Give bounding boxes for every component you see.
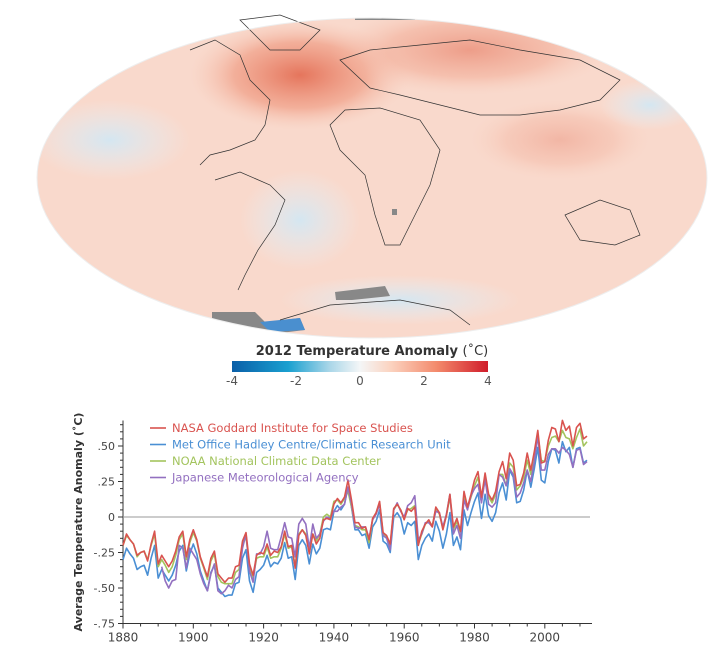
- x-tick-label: 1920: [248, 631, 279, 645]
- x-tick-label: 1980: [459, 631, 490, 645]
- colorbar-tick: 2: [420, 374, 428, 388]
- series-line: [122, 428, 588, 585]
- legend-label: Met Office Hadley Centre/Climatic Resear…: [172, 438, 451, 452]
- y-axis-label: Average Temperature Anomaly (˚C): [72, 413, 85, 632]
- y-tick-label: .25: [98, 476, 116, 489]
- x-tick-label: 1960: [389, 631, 420, 645]
- colorbar-title: 2012 Temperature Anomaly (˚C): [222, 344, 522, 359]
- legend-label: NOAA National Climatic Data Center: [172, 454, 381, 468]
- colorbar-unit: (˚C): [462, 344, 489, 359]
- colorbar-tick: -4: [226, 374, 238, 388]
- x-tick-label: 2000: [530, 631, 561, 645]
- x-tick-label: 1880: [108, 631, 139, 645]
- y-tick-label: -.50: [94, 582, 115, 595]
- colorbar: [232, 361, 488, 372]
- colorbar-title-text: 2012 Temperature Anomaly: [255, 344, 458, 359]
- temperature-anomaly-map: [36, 14, 708, 339]
- legend-label: NASA Goddard Institute for Space Studies: [172, 421, 413, 435]
- y-tick-label: -.25: [94, 547, 115, 560]
- colorbar-tick: -2: [290, 374, 302, 388]
- y-tick-label: -.75: [94, 618, 115, 631]
- legend-label: Japanese Meteorological Agency: [171, 471, 359, 485]
- series-line: [122, 419, 588, 584]
- y-tick-label: 0: [108, 511, 115, 524]
- colorbar-tick: 4: [484, 374, 492, 388]
- colorbar-tick: 0: [356, 374, 364, 388]
- x-tick-label: 1940: [319, 631, 350, 645]
- x-tick-label: 1900: [178, 631, 209, 645]
- y-tick-label: .50: [98, 440, 116, 453]
